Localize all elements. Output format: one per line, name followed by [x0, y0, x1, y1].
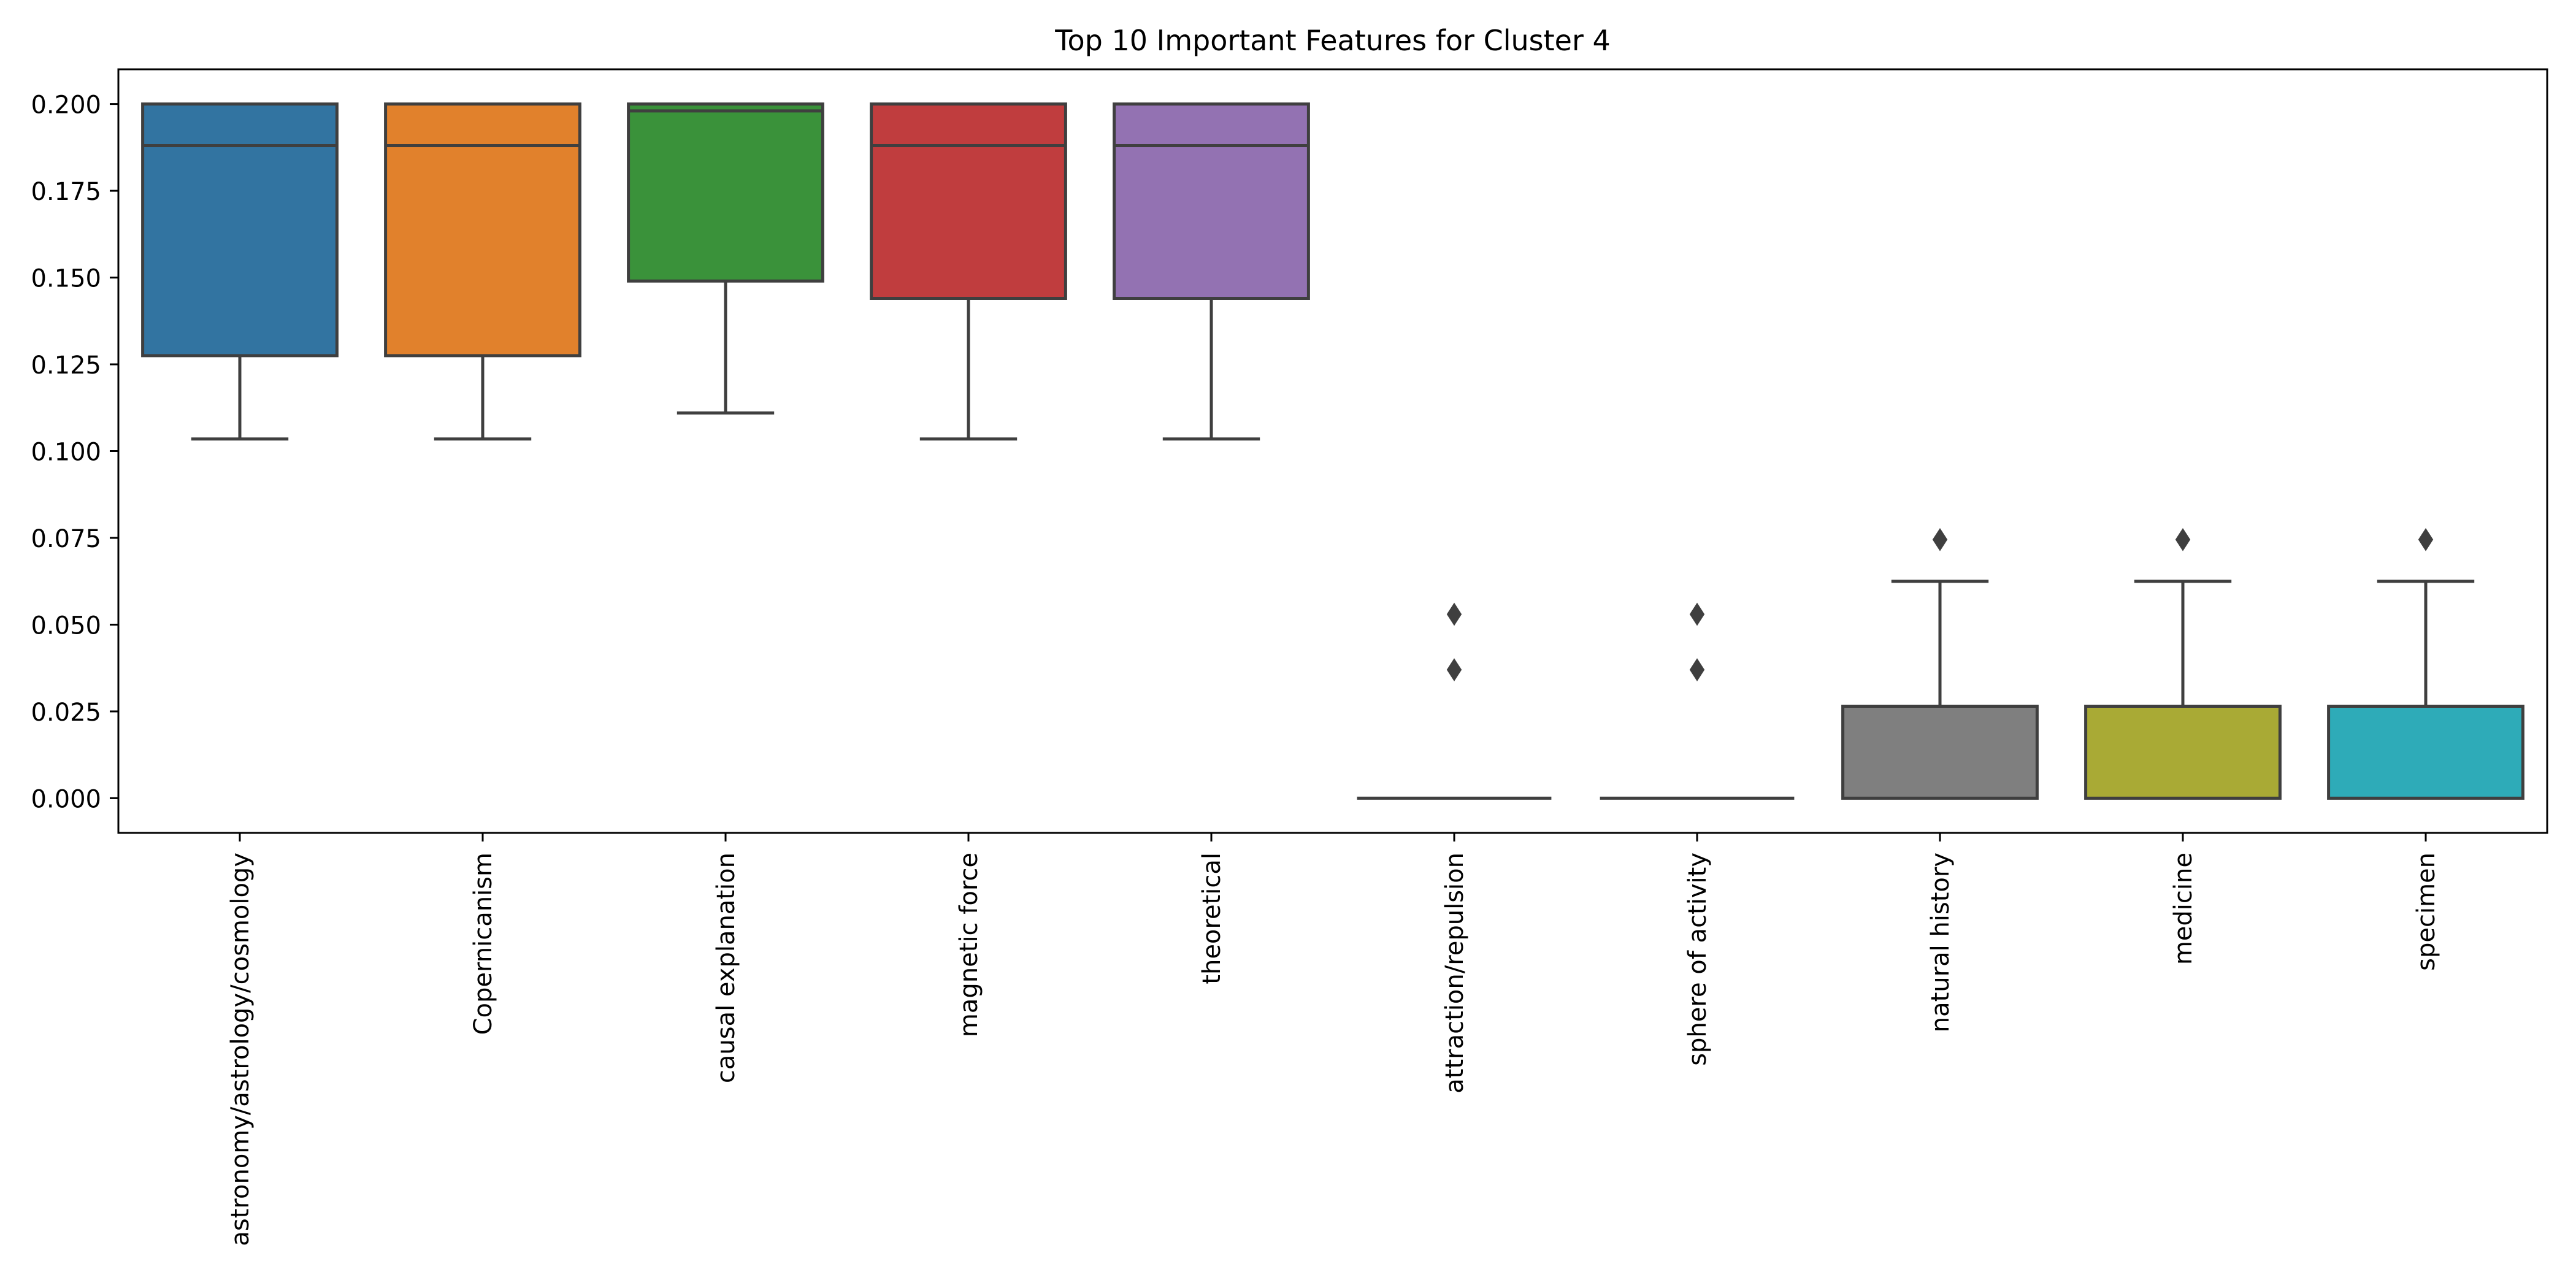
x-tick-label: causal explanation [712, 853, 740, 1083]
y-tick-label: 0.075 [31, 525, 101, 553]
x-tick-label: astronomy/astrology/cosmology [226, 853, 255, 1246]
box-body [2084, 704, 2282, 800]
box-2 [384, 102, 581, 441]
boxes-layer [141, 102, 2524, 800]
y-tick-label: 0.025 [31, 699, 101, 727]
y-tick-label: 0.150 [31, 265, 101, 293]
x-axis: astronomy/astrology/cosmology Copernicani… [226, 833, 2440, 1246]
y-tick-label: 0.100 [31, 439, 101, 467]
x-tick-label: medicine [2169, 853, 2198, 965]
y-tick-label: 0.000 [31, 785, 101, 813]
x-tick-label: natural history [1926, 853, 1955, 1032]
box-6 [1357, 602, 1552, 800]
outlier-marker [1446, 658, 1462, 681]
box-body [2327, 704, 2524, 800]
outlier-marker [1446, 602, 1462, 626]
box-10 [2327, 527, 2524, 800]
box-body [1841, 704, 2039, 800]
box-1 [141, 102, 339, 441]
box-4 [870, 102, 1067, 441]
y-tick-label: 0.050 [31, 611, 101, 640]
outlier-marker [2418, 527, 2434, 551]
box-body [141, 102, 339, 358]
x-tick-label: sphere of activity [1684, 853, 1712, 1066]
y-axis: 0.000 0.025 0.050 0.075 0.100 0.125 0.150 0.175… [31, 91, 118, 813]
y-tick-label: 0.200 [31, 91, 101, 120]
box-9 [2084, 527, 2282, 800]
plot-frame [117, 68, 2548, 834]
x-tick-label: theoretical [1198, 853, 1226, 984]
box-3 [627, 102, 824, 415]
outlier-marker [2175, 527, 2191, 551]
chart-title: Top 10 Important Features for Cluster 4 [1054, 24, 1611, 57]
x-tick-label: Copernicanism [469, 853, 497, 1035]
box-body [627, 102, 824, 283]
box-body [1113, 102, 1310, 300]
x-tick-label: attraction/repulsion [1441, 853, 1469, 1094]
outlier-marker [1689, 658, 1705, 681]
x-tick-label: magnetic force [955, 853, 983, 1037]
y-tick-label: 0.125 [31, 351, 101, 380]
box-7 [1600, 602, 1795, 800]
box-8 [1841, 527, 2039, 800]
box-body [870, 102, 1067, 300]
outlier-marker [1932, 527, 1948, 551]
outlier-marker [1689, 602, 1705, 626]
x-tick-label: specimen [2412, 853, 2440, 971]
box-body [384, 102, 581, 358]
box-5 [1113, 102, 1310, 441]
y-tick-label: 0.175 [31, 178, 101, 206]
